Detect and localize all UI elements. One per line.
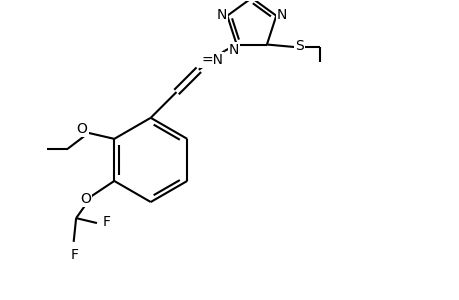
Text: N: N xyxy=(216,8,226,22)
Text: F: F xyxy=(103,215,111,229)
Text: O: O xyxy=(80,192,91,206)
Text: S: S xyxy=(295,39,303,53)
Text: N: N xyxy=(276,8,287,22)
Text: O: O xyxy=(77,122,87,136)
Text: =N: =N xyxy=(201,53,223,67)
Text: N: N xyxy=(229,44,239,58)
Text: F: F xyxy=(71,248,78,262)
